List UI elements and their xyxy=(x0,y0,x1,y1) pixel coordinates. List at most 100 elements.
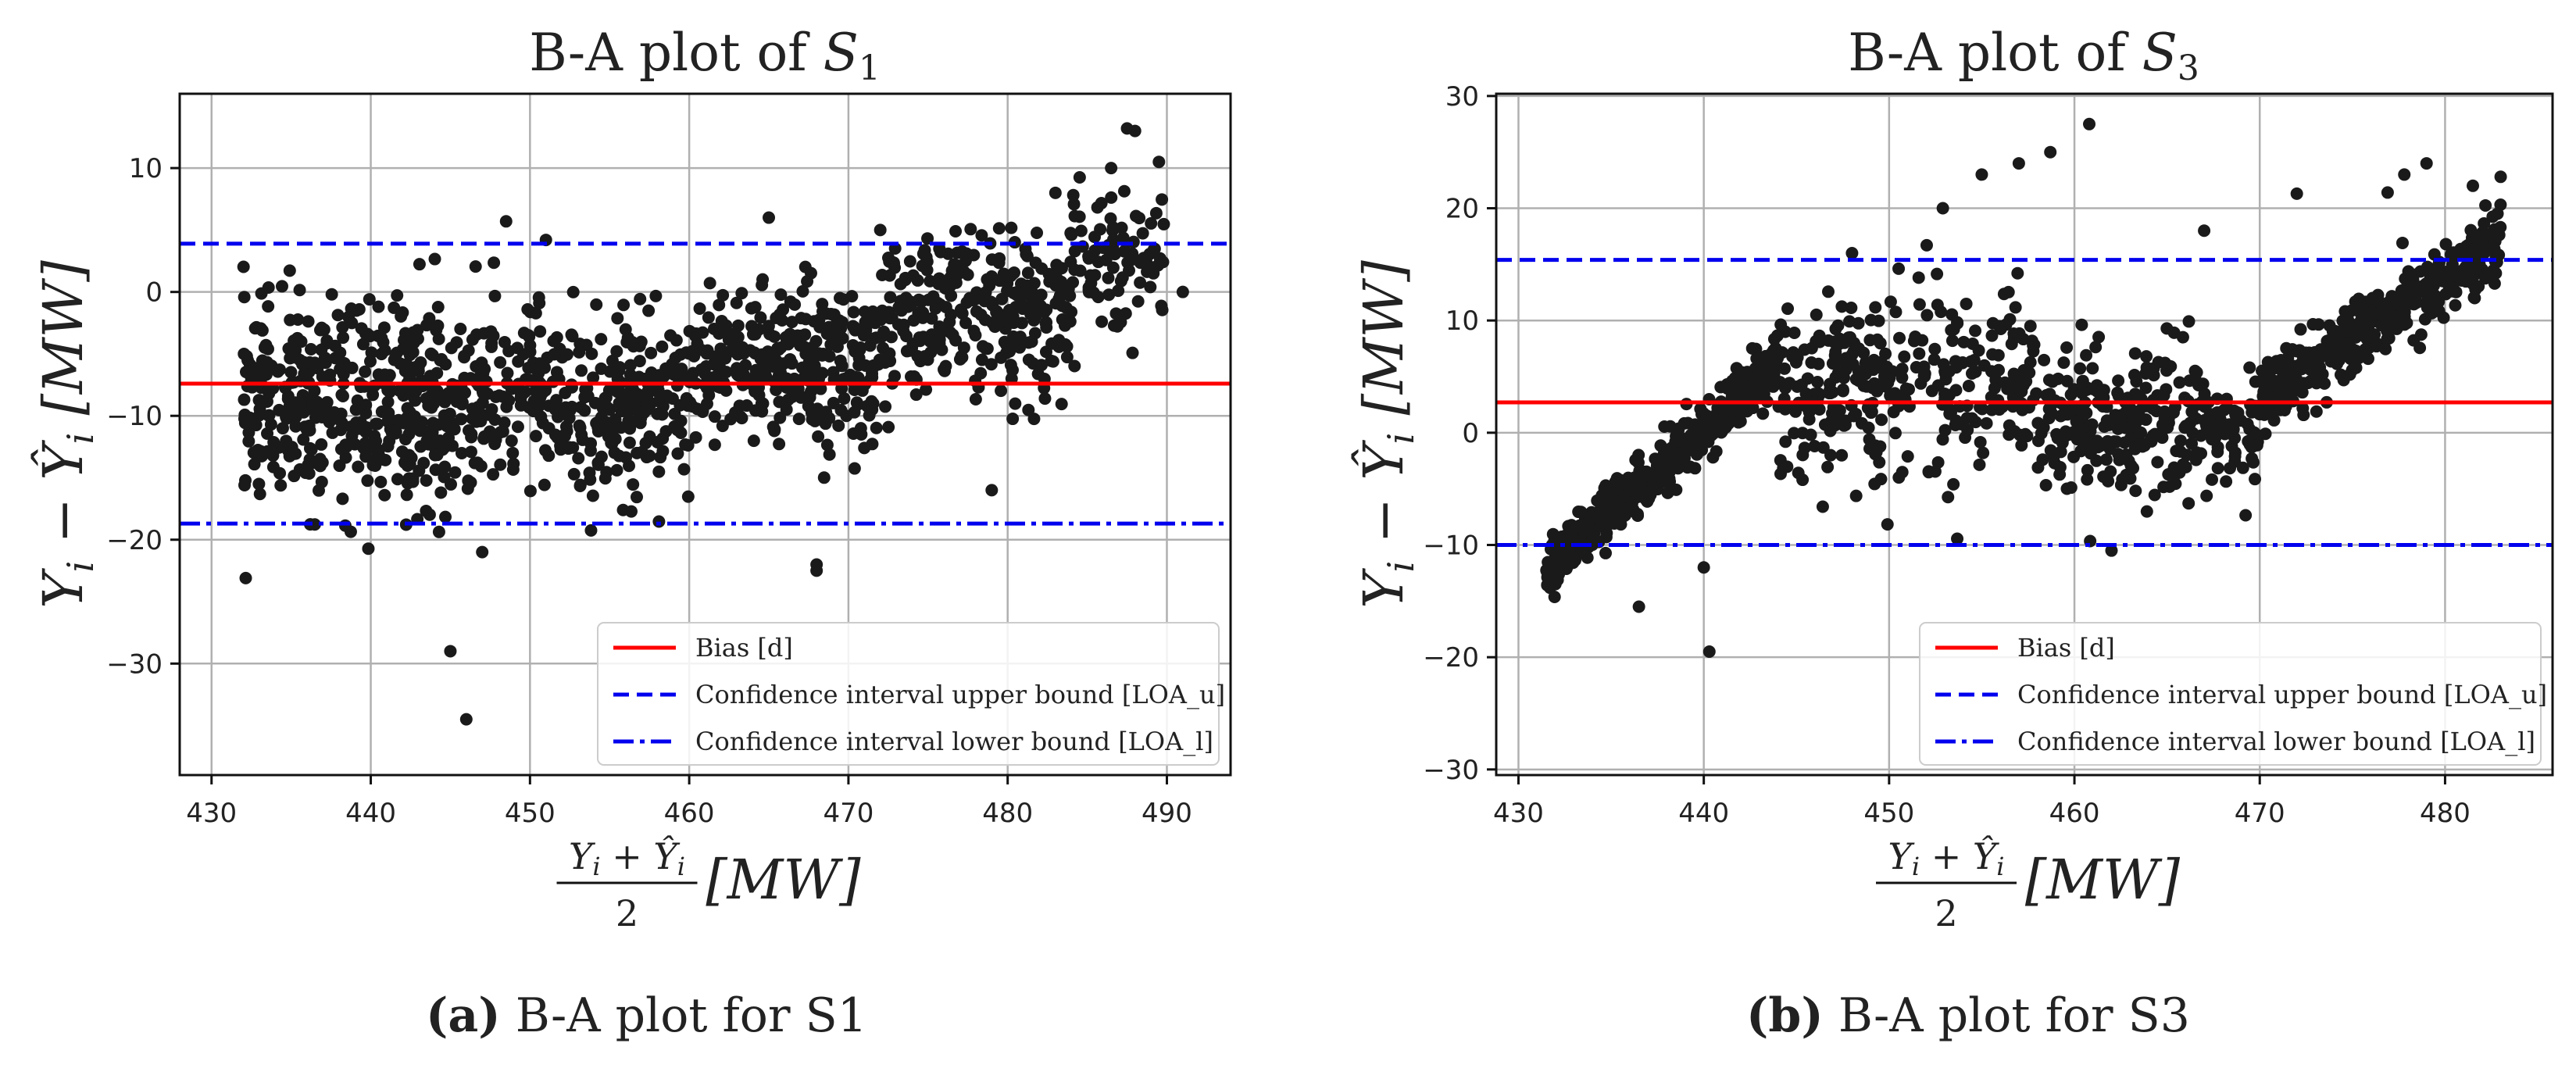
data-point xyxy=(1663,420,1677,433)
data-point xyxy=(2138,439,2151,452)
data-point xyxy=(2194,429,2207,442)
x-tick-label: 450 xyxy=(505,798,556,829)
data-point xyxy=(1073,170,1086,184)
data-point xyxy=(487,329,500,342)
data-point xyxy=(847,305,860,319)
x-tick-label: 430 xyxy=(186,798,237,829)
legend-box xyxy=(597,622,1220,766)
data-point xyxy=(303,453,316,466)
data-point xyxy=(997,315,1010,328)
data-point xyxy=(389,427,402,440)
data-point xyxy=(2363,316,2377,330)
data-point xyxy=(934,245,947,259)
data-point xyxy=(2040,388,2053,402)
data-point xyxy=(1632,600,1645,613)
data-point xyxy=(406,475,420,488)
data-point xyxy=(255,287,268,300)
data-point xyxy=(774,411,787,424)
data-point xyxy=(1084,277,1098,290)
data-point xyxy=(921,232,934,245)
data-point xyxy=(812,430,825,443)
data-point xyxy=(698,367,712,381)
data-point xyxy=(482,408,495,421)
data-point xyxy=(1067,198,1081,211)
data-point xyxy=(2442,280,2456,293)
data-point xyxy=(1969,416,1982,429)
data-point xyxy=(2259,407,2272,420)
data-point xyxy=(1985,329,1999,342)
y-tick-label: 10 xyxy=(1445,305,1479,337)
data-point xyxy=(724,413,738,426)
data-point xyxy=(2271,377,2285,391)
data-point xyxy=(1763,354,1777,367)
data-point xyxy=(438,460,452,473)
data-point xyxy=(1956,356,1969,370)
data-point xyxy=(345,361,359,374)
data-point xyxy=(1859,355,1872,369)
data-point xyxy=(2346,352,2359,365)
data-point xyxy=(328,339,341,352)
data-point xyxy=(2097,384,2110,397)
data-point xyxy=(2015,438,2028,452)
data-point xyxy=(645,346,658,359)
data-point xyxy=(877,325,891,338)
data-point xyxy=(866,305,880,318)
data-point xyxy=(1899,382,1913,395)
data-point xyxy=(2310,405,2323,418)
data-point xyxy=(2103,442,2117,456)
data-point xyxy=(293,284,306,297)
data-point xyxy=(888,257,901,270)
data-point xyxy=(1798,441,1811,455)
data-point xyxy=(1835,300,1849,313)
data-point xyxy=(563,412,576,425)
data-point xyxy=(1599,531,1613,544)
data-point xyxy=(986,298,999,312)
data-point xyxy=(1095,315,1109,328)
data-point xyxy=(1962,380,1975,393)
data-point xyxy=(809,350,822,363)
data-point xyxy=(518,385,531,398)
data-point xyxy=(2259,427,2272,441)
data-point xyxy=(567,467,581,481)
data-point xyxy=(1986,316,1999,330)
data-point xyxy=(1992,363,2006,377)
data-point xyxy=(720,319,733,332)
data-point xyxy=(1949,384,1963,397)
data-point xyxy=(1999,376,2012,389)
data-point xyxy=(1031,226,1044,239)
data-point xyxy=(2488,234,2502,248)
data-point xyxy=(2399,272,2412,285)
data-point xyxy=(874,223,887,237)
data-point xyxy=(2351,298,2364,311)
data-point xyxy=(527,361,540,374)
data-point xyxy=(406,326,420,339)
data-point xyxy=(303,441,316,455)
data-point xyxy=(823,448,836,461)
data-point xyxy=(817,471,831,484)
x-tick-label: 480 xyxy=(982,798,1033,829)
data-point xyxy=(969,393,982,406)
data-point xyxy=(1775,346,1788,359)
data-point xyxy=(1949,414,1963,427)
data-point xyxy=(763,327,777,341)
data-point xyxy=(652,515,666,528)
data-point xyxy=(1936,398,1949,411)
data-point xyxy=(2414,328,2428,341)
data-point xyxy=(1068,209,1081,223)
data-point xyxy=(2478,216,2491,230)
data-point xyxy=(293,463,306,476)
data-point xyxy=(2083,117,2096,130)
data-point xyxy=(677,463,691,476)
data-point xyxy=(2076,409,2089,423)
data-point xyxy=(1767,332,1781,345)
data-point xyxy=(586,489,599,502)
data-point xyxy=(1681,441,1695,455)
data-point xyxy=(879,400,892,413)
data-point xyxy=(820,327,834,341)
data-point xyxy=(708,410,721,423)
data-point xyxy=(654,451,667,464)
data-point xyxy=(848,406,861,419)
data-point xyxy=(1813,402,1826,416)
data-point xyxy=(254,362,267,375)
data-point xyxy=(984,358,998,371)
